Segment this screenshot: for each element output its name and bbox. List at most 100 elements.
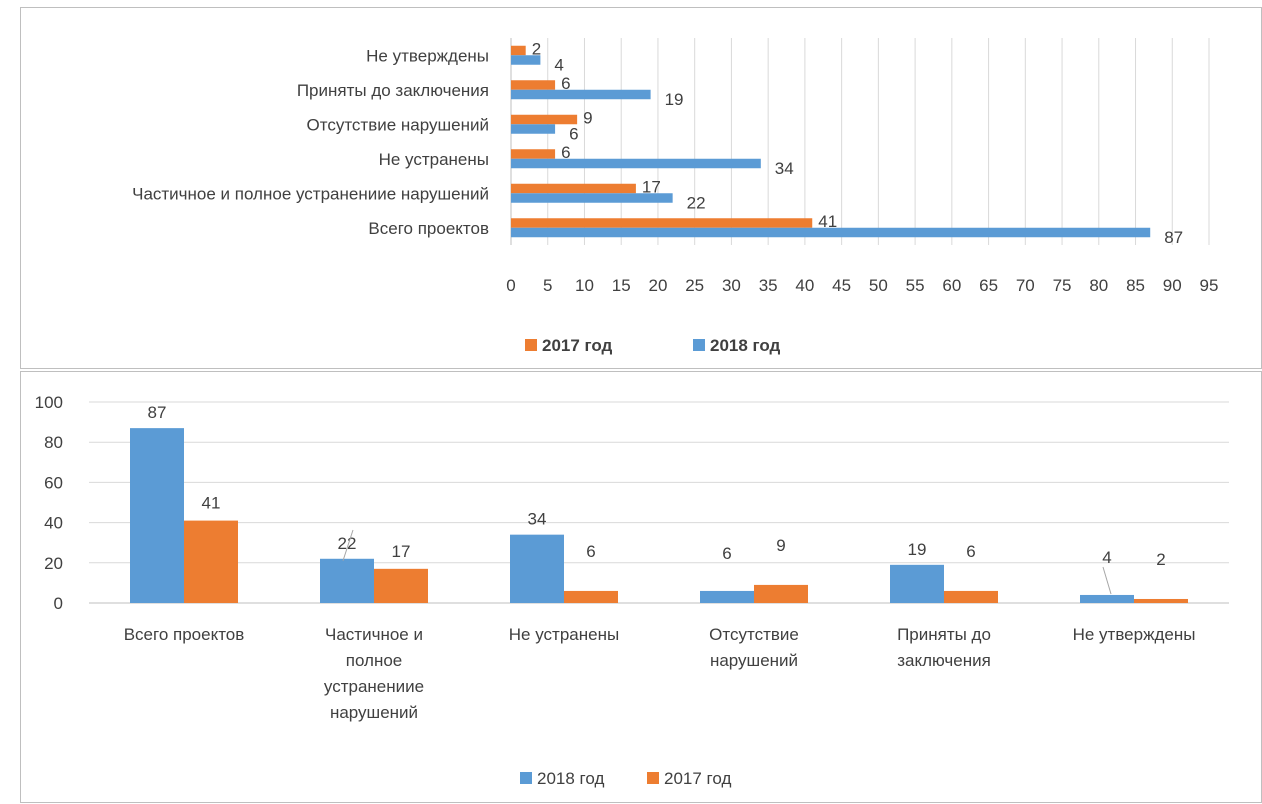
category-label: нарушений bbox=[330, 703, 418, 722]
column-2017 bbox=[944, 590, 998, 603]
legend-swatch-2017 bbox=[525, 339, 537, 351]
x-tick-label: 55 bbox=[906, 276, 925, 295]
page-text-fragment bbox=[0, 0, 60, 7]
x-tick-label: 15 bbox=[612, 276, 631, 295]
category-label: полное bbox=[346, 651, 403, 670]
legend-swatch-2017 bbox=[647, 772, 659, 784]
x-tick-label: 90 bbox=[1163, 276, 1182, 295]
x-tick-label: 60 bbox=[942, 276, 961, 295]
data-label-2018: 19 bbox=[665, 90, 684, 109]
leader-line bbox=[342, 529, 354, 561]
x-tick-label: 50 bbox=[869, 276, 888, 295]
category-label: Частичное и bbox=[325, 625, 423, 644]
category-label: нарушений bbox=[710, 651, 798, 670]
x-tick-label: 45 bbox=[832, 276, 851, 295]
data-label-2017: 17 bbox=[642, 177, 661, 196]
bar-2018 bbox=[511, 55, 541, 65]
x-tick-label: 20 bbox=[648, 276, 667, 295]
x-tick-label: 95 bbox=[1200, 276, 1219, 295]
y-tick-label: 60 bbox=[44, 473, 63, 492]
x-tick-label: 40 bbox=[795, 276, 814, 295]
column-2018 bbox=[700, 590, 754, 603]
column-2017 bbox=[564, 590, 618, 603]
category-label: Не утверждены bbox=[366, 46, 489, 65]
legend-label-2017: 2017 год bbox=[664, 769, 731, 788]
data-label-2018: 4 bbox=[1102, 548, 1111, 567]
category-label: Отсутствие bbox=[709, 625, 799, 644]
horizontal-bar-chart: 0 5 10 15 20 25 30 35 40 45 50 55 60 65 70 75 80 85 90 95 Вс… bbox=[20, 7, 1262, 369]
category-label: заключения bbox=[897, 651, 991, 670]
bar-2017 bbox=[511, 114, 578, 125]
bar-2018 bbox=[511, 227, 1151, 238]
y-tick-label: 0 bbox=[54, 594, 63, 613]
category-label: Отсутствие нарушений bbox=[307, 115, 489, 134]
category-label: Не устранены bbox=[509, 625, 619, 644]
data-label-2018: 22 bbox=[338, 534, 357, 553]
data-label-2018: 6 bbox=[569, 124, 578, 143]
data-label-2017: 41 bbox=[818, 212, 837, 231]
column-2018 bbox=[510, 534, 564, 603]
bar-2017 bbox=[511, 183, 636, 194]
data-label-2018: 34 bbox=[775, 159, 794, 178]
category-label: устранениие bbox=[324, 677, 424, 696]
vertical-bar-chart-svg: 0 20 40 60 80 100 87 41 Всего проектов 22 17 Частич… bbox=[35, 393, 1229, 788]
bar-2017 bbox=[511, 218, 813, 228]
column-2017 bbox=[374, 568, 428, 603]
data-label-2017: 6 bbox=[561, 143, 570, 162]
bar-2017 bbox=[511, 45, 526, 56]
vertical-bar-chart: 0 20 40 60 80 100 87 41 Всего проектов 22 17 Частич… bbox=[20, 371, 1262, 803]
x-tick-label: 70 bbox=[1016, 276, 1035, 295]
x-tick-label: 30 bbox=[722, 276, 741, 295]
legend-label-2018: 2018 год bbox=[537, 769, 604, 788]
data-label-2017: 17 bbox=[392, 542, 411, 561]
column-2017 bbox=[754, 584, 808, 603]
horizontal-bar-chart-svg: 0 5 10 15 20 25 30 35 40 45 50 55 60 65 70 75 80 85 90 95 Вс… bbox=[132, 38, 1219, 355]
category-label: Приняты до bbox=[897, 625, 991, 644]
x-tick-label: 0 bbox=[506, 276, 515, 295]
legend-swatch-2018 bbox=[693, 339, 705, 351]
legend-label-2017: 2017 год bbox=[542, 336, 613, 355]
data-label-2018: 87 bbox=[1164, 228, 1183, 247]
data-label-2017: 6 bbox=[561, 74, 570, 93]
legend-label-2018: 2018 год bbox=[710, 336, 781, 355]
category-label: Не устранены bbox=[379, 150, 489, 169]
column-2018 bbox=[1080, 594, 1134, 603]
legend-swatch-2018 bbox=[520, 772, 532, 784]
data-label-2017: 9 bbox=[776, 536, 785, 555]
data-label-2017: 2 bbox=[532, 39, 541, 58]
data-label-2017: 9 bbox=[583, 108, 592, 127]
category-label: Не утверждены bbox=[1073, 625, 1196, 644]
x-tick-label: 65 bbox=[979, 276, 998, 295]
y-tick-label: 80 bbox=[44, 433, 63, 452]
x-tick-label: 75 bbox=[1053, 276, 1072, 295]
column-2017 bbox=[184, 520, 238, 603]
data-label-2017: 41 bbox=[202, 494, 221, 513]
category-label: Приняты до заключения bbox=[297, 81, 489, 100]
data-label-2017: 6 bbox=[586, 542, 595, 561]
data-label-2018: 22 bbox=[687, 193, 706, 212]
data-label-2018: 4 bbox=[554, 55, 563, 74]
column-2018 bbox=[320, 558, 374, 603]
y-tick-label: 40 bbox=[44, 514, 63, 533]
data-label-2018: 34 bbox=[528, 510, 547, 529]
data-label-2018: 87 bbox=[148, 403, 167, 422]
y-tick-label: 100 bbox=[35, 393, 63, 412]
x-tick-label: 80 bbox=[1089, 276, 1108, 295]
bar-2017 bbox=[511, 80, 556, 90]
data-label-2017: 2 bbox=[1156, 550, 1165, 569]
x-tick-label: 10 bbox=[575, 276, 594, 295]
category-label: Частичное и полное устранениие нарушений bbox=[132, 184, 489, 203]
bar-2017 bbox=[511, 149, 556, 159]
x-tick-label: 25 bbox=[685, 276, 704, 295]
column-2018 bbox=[890, 564, 944, 603]
x-tick-label: 5 bbox=[543, 276, 552, 295]
x-tick-label: 85 bbox=[1126, 276, 1145, 295]
bar-2018 bbox=[511, 193, 673, 203]
leader-line bbox=[1102, 566, 1112, 595]
data-label-2017: 6 bbox=[966, 542, 975, 561]
bar-2018 bbox=[511, 124, 556, 134]
bar-2018 bbox=[511, 89, 651, 100]
y-tick-label: 20 bbox=[44, 554, 63, 573]
x-tick-label: 35 bbox=[759, 276, 778, 295]
column-2017 bbox=[1134, 598, 1188, 603]
